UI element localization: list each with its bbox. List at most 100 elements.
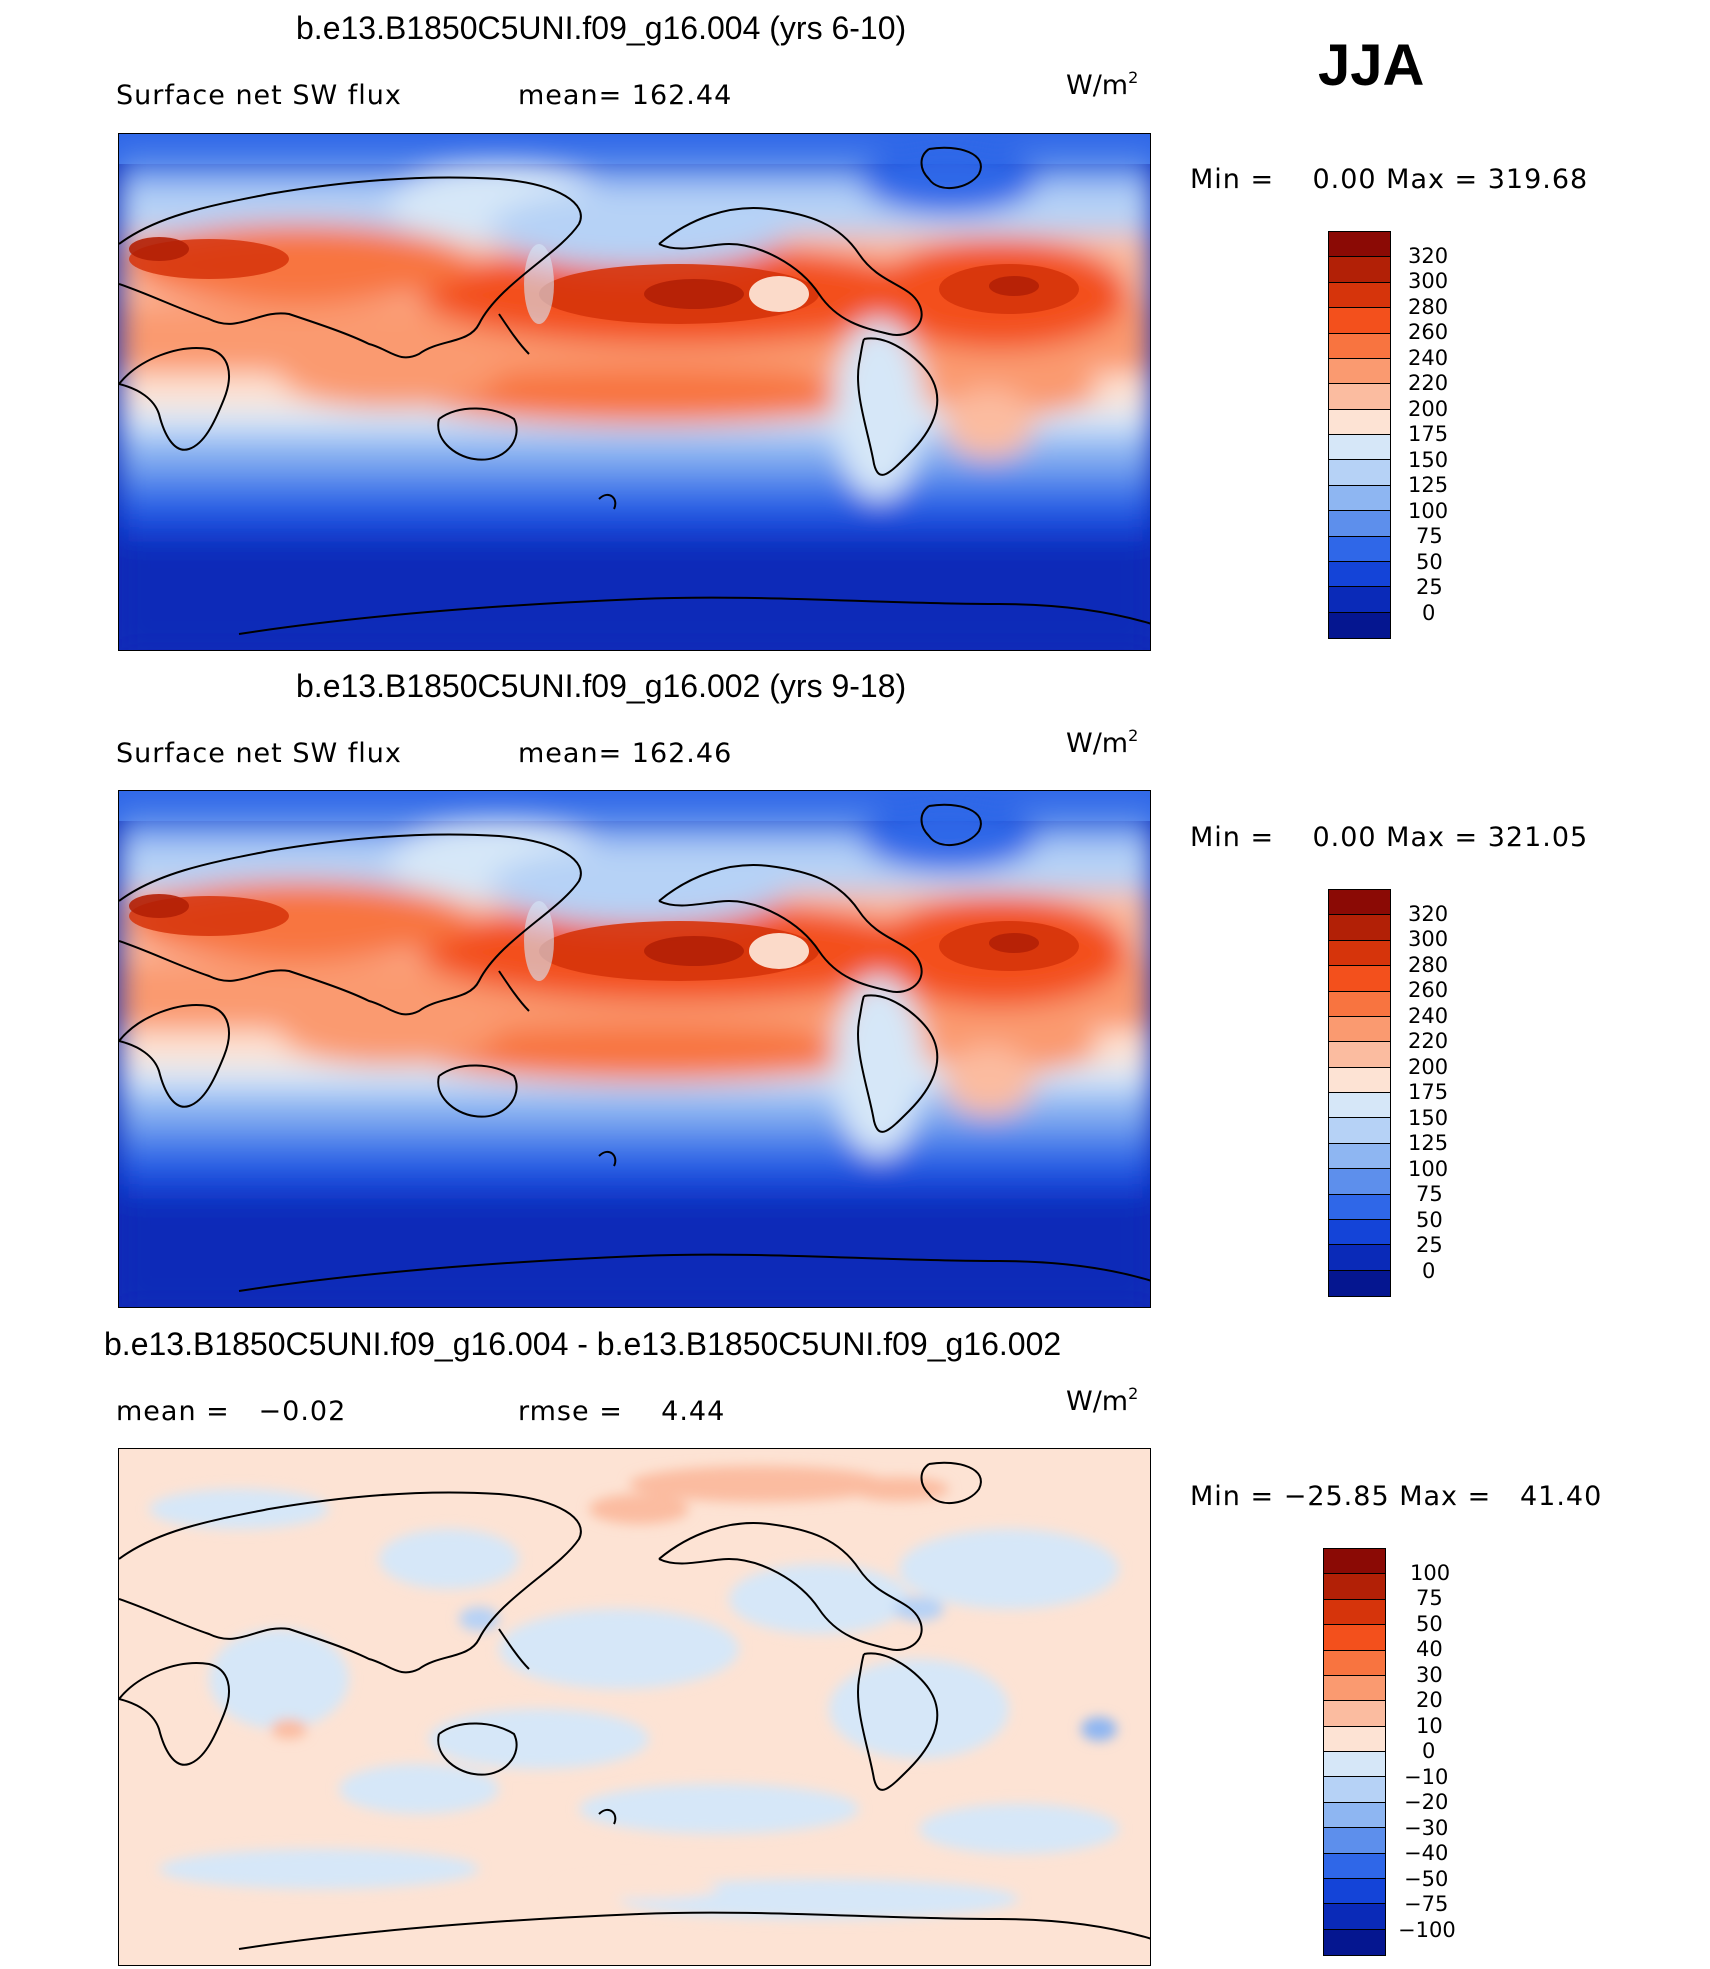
colorbar-tick-label: 200 [1408,396,1449,421]
panel-2-minmax: Min = 0.00 Max = 321.05 [1190,822,1589,853]
colorbar-tick-label: −100 [1398,1917,1456,1942]
colorbar-tick-label: 75 [1416,1586,1443,1610]
panel-3-colorbar-swatch [1324,1853,1385,1879]
panel-3-colorbar-swatch [1324,1752,1385,1778]
panel-3-title: b.e13.B1850C5UNI.f09_g16.004 - b.e13.B18… [104,1326,1062,1362]
panel-1-colorbar-swatch [1329,460,1390,486]
colorbar-tick-label: 220 [1408,1029,1449,1053]
panel-1-colorbar-labels: 320 300 280 260 240 220 200 175 150 125 … [1408,231,1488,639]
panel-2-variable-label: Surface net SW flux [116,738,402,769]
panel-1-units: W/m2 [1066,68,1139,101]
panel-2-title: b.e13.B1850C5UNI.f09_g16.002 (yrs 9-18) [296,668,907,704]
colorbar-tick-label: 50 [1416,1611,1443,1636]
colorbar-tick-label: 220 [1408,371,1449,395]
colorbar-tick-label: −20 [1404,1790,1449,1814]
panel-3-mean-label: mean = −0.02 [116,1396,347,1427]
colorbar-tick-label: 50 [1416,1207,1443,1232]
colorbar-tick-label: 25 [1416,575,1443,599]
panel-1-colorbar-swatch [1329,536,1390,562]
panel-3-colorbar [1323,1548,1386,1956]
colorbar-tick-label: −30 [1404,1815,1449,1840]
colorbar-tick-label: 150 [1408,1105,1449,1130]
panel-2-colorbar-swatch [1329,890,1390,916]
colorbar-tick-label: 300 [1408,927,1449,951]
panel-3-colorbar-swatch [1324,1675,1385,1702]
colorbar-tick-label: 30 [1416,1662,1443,1687]
panel-2-colorbar-swatch [1329,1143,1390,1170]
panel-3-colorbar-swatch [1324,1828,1385,1854]
panel-1-colorbar [1328,231,1391,639]
panel-1-colorbar-swatch [1329,612,1390,638]
panel-1-colorbar-swatch [1329,308,1390,334]
colorbar-tick-label: 10 [1416,1713,1443,1738]
colorbar-tick-label: 0 [1422,600,1436,625]
colorbar-tick-label: 75 [1416,1182,1443,1206]
panel-3-colorbar-swatch [1324,1802,1385,1829]
colorbar-tick-label: 260 [1408,320,1449,344]
panel-1-minmax: Min = 0.00 Max = 319.68 [1190,164,1589,195]
colorbar-tick-label: 125 [1408,1131,1449,1155]
panel-1-mean-label: mean= 162.44 [518,80,733,111]
colorbar-tick-label: 175 [1408,422,1449,446]
panel-1-colorbar-swatch [1329,561,1390,588]
panel-2-colorbar-swatch [1329,991,1390,1017]
panel-2-colorbar-swatch [1329,1169,1390,1195]
colorbar-tick-label: 20 [1416,1688,1443,1712]
colorbar-tick-label: −75 [1404,1892,1449,1916]
colorbar-tick-label: 240 [1408,1003,1449,1028]
panel-3-colorbar-swatch [1324,1599,1385,1626]
season-label: JJA [1318,33,1425,98]
panel-2-colorbar-swatch [1329,1093,1390,1119]
colorbar-tick-label: 25 [1416,1233,1443,1257]
colorbar-tick-label: 100 [1408,498,1449,523]
panel-3-colorbar-swatch [1324,1929,1385,1955]
panel-2-units: W/m2 [1066,726,1139,759]
panel-1-colorbar-swatch [1329,409,1390,435]
panel-3-rmse-label: rmse = 4.44 [518,1396,726,1427]
colorbar-tick-label: 280 [1408,294,1449,319]
panel-2-colorbar-swatch [1329,1016,1390,1043]
panel-2-map-svg [119,791,1150,1307]
panel-2-colorbar-swatch [1329,940,1390,967]
panel-1-colorbar-swatch [1329,358,1390,385]
panel-2-colorbar [1328,889,1391,1297]
colorbar-tick-label: 200 [1408,1054,1449,1079]
colorbar-tick-label: 300 [1408,269,1449,293]
colorbar-tick-label: 320 [1408,901,1449,926]
panel-1-colorbar-swatch [1329,435,1390,461]
panel-3-colorbar-swatch [1324,1904,1385,1930]
colorbar-tick-label: −40 [1404,1841,1449,1865]
panel-3-colorbar-swatch [1324,1549,1385,1575]
panel-3-colorbar-swatch [1324,1878,1385,1905]
panel-3-colorbar-swatch [1324,1574,1385,1600]
panel-1-variable-label: Surface net SW flux [116,80,402,111]
panel-1-colorbar-swatch [1329,282,1390,309]
panel-2-colorbar-labels: 320 300 280 260 240 220 200 175 150 125 … [1408,889,1488,1297]
colorbar-tick-label: 320 [1408,243,1449,268]
colorbar-tick-label: 40 [1416,1637,1443,1661]
panel-3-units: W/m2 [1066,1384,1139,1417]
panel-1-colorbar-swatch [1329,587,1390,613]
panel-3-map-svg [119,1449,1150,1965]
colorbar-tick-label: 125 [1408,473,1449,497]
panel-2-mean-label: mean= 162.46 [518,738,733,769]
colorbar-tick-label: −50 [1404,1866,1449,1891]
panel-3-colorbar-swatch [1324,1777,1385,1803]
panel-3-minmax: Min = −25.85 Max = 41.40 [1190,1481,1603,1512]
panel-2-colorbar-swatch [1329,915,1390,941]
panel-1-colorbar-swatch [1329,511,1390,537]
panel-3-colorbar-labels: 100 75 50 40 30 20 10 0 −10 −20 −30 −40 … [1398,1548,1492,1956]
colorbar-tick-label: 175 [1408,1080,1449,1104]
colorbar-tick-label: 75 [1416,524,1443,548]
panel-2-colorbar-swatch [1329,1270,1390,1296]
panel-1-map-svg [119,134,1150,650]
panel-1-colorbar-swatch [1329,485,1390,512]
panel-2-colorbar-swatch [1329,966,1390,992]
panel-1-colorbar-swatch [1329,333,1390,359]
colorbar-tick-label: 260 [1408,978,1449,1002]
panel-3-colorbar-swatch [1324,1625,1385,1651]
panel-1-colorbar-swatch [1329,384,1390,410]
colorbar-tick-label: 50 [1416,549,1443,574]
panel-2-colorbar-swatch [1329,1067,1390,1093]
panel-1-colorbar-swatch [1329,257,1390,283]
